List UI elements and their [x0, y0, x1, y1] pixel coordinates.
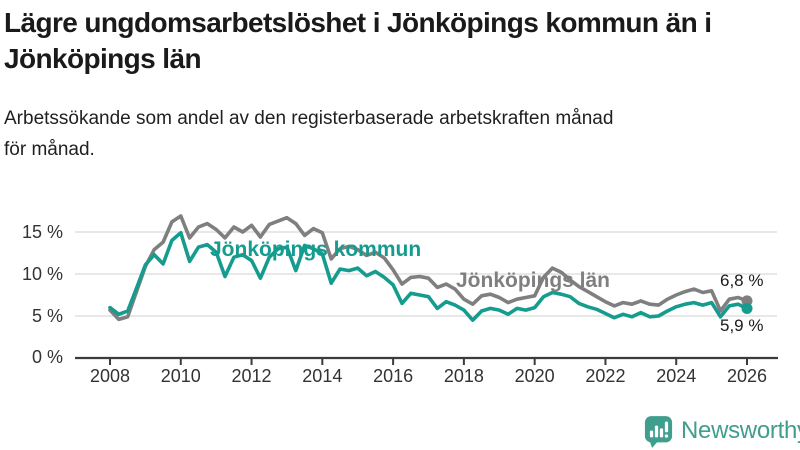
x-axis-tick-2012: 2012	[231, 366, 272, 386]
chart-subtitle-line-2: för månad.	[4, 139, 95, 160]
x-axis-tick-2022: 2022	[585, 366, 626, 386]
newsworthy-logo-text: Newsworthy	[681, 417, 800, 444]
x-axis-tick-2016: 2016	[373, 366, 414, 386]
y-axis-tick-15: 15 %	[21, 222, 63, 242]
y-axis-tick-10: 10 %	[21, 264, 63, 284]
y-axis-tick-5: 5 %	[31, 306, 63, 326]
x-axis-tick-2010: 2010	[160, 366, 201, 386]
series-label-lan: Jönköpings län	[456, 269, 611, 292]
chart-title: Lägre ungdomsarbetslöshet i Jönköpings k…	[4, 5, 796, 77]
end-value-kommun: 5,9 %	[720, 316, 764, 335]
newsworthy-logo: Newsworthy	[644, 414, 800, 448]
newsworthy-chart-bubble-icon	[644, 415, 673, 448]
x-axis-tick-2024: 2024	[656, 366, 697, 386]
x-axis-tick-2020: 2020	[514, 366, 555, 386]
series-label-kommun: Jönköpings kommun	[210, 238, 422, 261]
x-axis-tick-2014: 2014	[302, 366, 343, 386]
chart-title-line-1: Lägre ungdomsarbetslöshet i Jönköpings k…	[4, 7, 712, 38]
chart-subtitle-line-1: Arbetssökande som andel av den registerb…	[4, 108, 614, 129]
end-value-lan: 6,8 %	[720, 271, 764, 290]
chart-subtitle: Arbetssökande som andel av den registerb…	[4, 103, 796, 165]
y-axis-tick-0: 0 %	[31, 347, 63, 367]
x-axis-tick-2018: 2018	[443, 366, 484, 386]
x-axis-tick-2026: 2026	[726, 366, 768, 386]
chart-title-line-2: Jönköpings län	[4, 43, 202, 74]
x-axis-tick-2008: 2008	[89, 366, 131, 386]
